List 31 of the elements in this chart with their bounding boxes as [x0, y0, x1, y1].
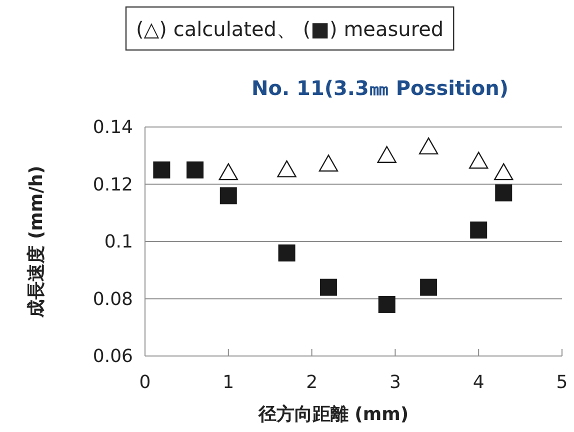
- point: [318, 154, 338, 172]
- y-tick-label: 0.1: [104, 232, 133, 252]
- point: [278, 244, 296, 262]
- x-tick-label: 1: [222, 372, 234, 393]
- x-axis-title: 径方向距離 (mm): [257, 404, 409, 425]
- point: [494, 163, 514, 180]
- note: (△) calculated、 (■) measured: [125, 6, 454, 51]
- point: [377, 146, 396, 163]
- y-tick-label: 0.12: [92, 174, 133, 196]
- point: [320, 278, 337, 296]
- chart-title: No. 11(3.3㎜ Possition): [251, 76, 509, 100]
- x-tick-label: 5: [556, 372, 568, 393]
- point: [418, 137, 438, 154]
- point: [220, 187, 237, 204]
- point: [495, 184, 512, 202]
- point: [469, 152, 488, 169]
- x-tick-label: 0: [139, 372, 151, 393]
- x-tick-label: 3: [389, 372, 401, 393]
- x-tick-label: 4: [472, 372, 484, 393]
- point: [186, 161, 204, 178]
- point: [378, 296, 396, 313]
- point: [420, 278, 438, 296]
- point: [277, 160, 296, 178]
- x-tick-label: 2: [306, 372, 318, 393]
- point: [153, 161, 170, 178]
- point: [218, 163, 238, 180]
- y-tick-label: 0.14: [92, 117, 133, 138]
- y-tick-label: 0.08: [92, 288, 133, 310]
- y-axis-title: 成長速度 (mm/h): [26, 166, 47, 318]
- y-tick-label: 0.06: [92, 346, 133, 367]
- point: [470, 222, 488, 239]
